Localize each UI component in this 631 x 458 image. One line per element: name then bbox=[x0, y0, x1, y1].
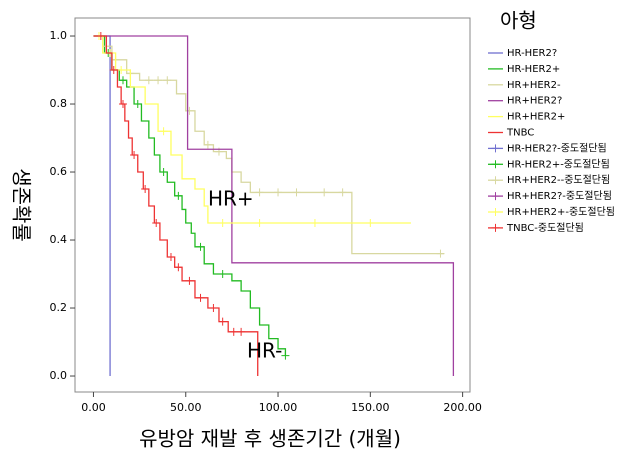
censor-mark bbox=[118, 100, 127, 109]
censor-mark bbox=[237, 327, 246, 336]
censor-mark bbox=[185, 276, 194, 285]
legend-label: HR-HER2+ bbox=[507, 64, 560, 75]
legend-label: HR-HER2+-중도절단됨 bbox=[507, 157, 610, 170]
censor-mark bbox=[229, 327, 238, 336]
legend-label: TNBC-중도절단됨 bbox=[506, 221, 584, 234]
censor-mark bbox=[163, 76, 172, 85]
survival-curve bbox=[93, 35, 445, 255]
censor-mark bbox=[159, 168, 168, 177]
censor-mark bbox=[174, 263, 183, 272]
censor-mark bbox=[154, 76, 163, 85]
x-tick-label: 100.00 bbox=[259, 401, 298, 414]
censor-mark bbox=[109, 66, 118, 75]
plot-frame bbox=[74, 17, 471, 393]
x-axis-label: 유방암 재발 후 생존기간 (개월) bbox=[139, 427, 401, 451]
legend-title: 아형 bbox=[500, 9, 537, 33]
legend-censor-swatch bbox=[491, 223, 500, 232]
legend-label: HR+HER2?-중도절단됨 bbox=[507, 189, 612, 202]
y-tick-label: 0.6 bbox=[50, 165, 68, 178]
x-tick-label: 150.00 bbox=[351, 401, 390, 414]
censor-mark bbox=[152, 219, 161, 228]
censor-mark bbox=[118, 76, 127, 85]
censor-mark bbox=[436, 249, 445, 258]
y-tick-label: 1.0 bbox=[50, 29, 68, 42]
legend-label: HR+HER2- bbox=[507, 80, 561, 91]
legend-label: HR+HER2+-중도절단됨 bbox=[507, 205, 615, 218]
censor-mark bbox=[203, 140, 212, 149]
legend-censor-swatch bbox=[491, 160, 500, 169]
censor-mark bbox=[292, 188, 301, 197]
legend-censor-swatch bbox=[491, 192, 500, 201]
survival-curve bbox=[93, 35, 287, 356]
censor-mark bbox=[218, 219, 227, 228]
censor-mark bbox=[366, 219, 375, 228]
x-tick-label: 200.00 bbox=[443, 401, 482, 414]
censor-mark bbox=[281, 351, 290, 360]
censor-mark bbox=[255, 188, 264, 197]
y-tick-label: 0.2 bbox=[50, 301, 68, 314]
censor-mark bbox=[255, 219, 264, 228]
censor-mark bbox=[209, 304, 218, 313]
censor-mark bbox=[144, 76, 153, 85]
legend-label: TNBC bbox=[506, 128, 534, 139]
curves bbox=[93, 32, 455, 377]
y-tick-label: 0.8 bbox=[50, 97, 68, 110]
x-tick-label: 0.00 bbox=[81, 401, 106, 414]
survival-curve bbox=[93, 35, 259, 377]
legend-label: HR-HER2? bbox=[507, 48, 557, 59]
legend-censor-swatch bbox=[491, 144, 500, 153]
censor-mark bbox=[185, 106, 194, 115]
censor-mark bbox=[196, 242, 205, 251]
censor-mark bbox=[130, 151, 139, 160]
censor-mark bbox=[320, 188, 329, 197]
censor-mark bbox=[159, 127, 168, 136]
censor-mark bbox=[218, 270, 227, 279]
legend-label: HR+HER2+ bbox=[507, 112, 565, 123]
censor-mark bbox=[96, 32, 105, 41]
censor-mark bbox=[133, 100, 142, 109]
censor-mark bbox=[338, 188, 347, 197]
y-tick-label: 0.4 bbox=[50, 233, 68, 246]
annotation: HR- bbox=[247, 339, 282, 363]
censor-mark bbox=[166, 253, 175, 262]
censor-mark bbox=[218, 317, 227, 326]
censor-mark bbox=[274, 188, 283, 197]
censor-mark bbox=[117, 66, 126, 75]
censor-mark bbox=[196, 293, 205, 302]
censor-mark bbox=[174, 191, 183, 200]
legend-label: HR+HER2? bbox=[507, 96, 562, 107]
censor-mark bbox=[141, 185, 150, 194]
x-tick-label: 50.00 bbox=[170, 401, 202, 414]
legend-label: HR+HER2--중도절단됨 bbox=[507, 173, 610, 186]
legend-label: HR-HER2?-중도절단됨 bbox=[507, 141, 607, 154]
censor-mark bbox=[310, 219, 319, 228]
legend-censor-swatch bbox=[491, 208, 500, 216]
annotation: HR+ bbox=[208, 187, 254, 211]
survival-curve bbox=[93, 35, 455, 377]
y-axis-label: 생존확률 bbox=[10, 168, 34, 242]
y-tick-label: 0.0 bbox=[50, 369, 68, 382]
legend-censor-swatch bbox=[491, 176, 500, 185]
